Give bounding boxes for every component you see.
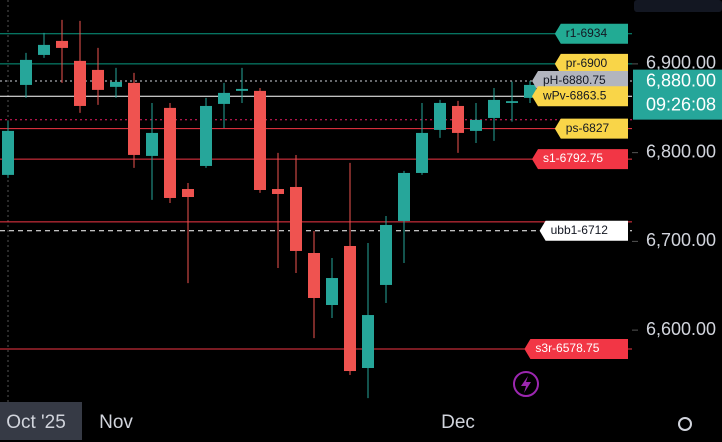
- level-label-box: [524, 338, 628, 359]
- level-label-box: [554, 53, 628, 74]
- candle-body: [452, 105, 464, 133]
- x-tick-label: Dec: [441, 412, 475, 433]
- candle-body: [128, 82, 140, 155]
- level-label-box: [554, 118, 628, 139]
- y-tick-label: 6,600.00: [646, 319, 716, 339]
- candle-body: [74, 60, 86, 106]
- candle-body: [344, 245, 356, 372]
- level-label: s1-6792.75: [543, 151, 603, 165]
- alert-icon[interactable]: [513, 371, 539, 397]
- level-label: pr-6900: [566, 56, 608, 70]
- candle-body: [200, 105, 212, 166]
- candle-body: [470, 119, 482, 131]
- candle-body: [56, 40, 68, 48]
- labels-layer: 6,900.00 6,800.00 6,700.00 6,600.00 r1-6934 p…: [524, 23, 722, 359]
- y-tick-label: 6,700.00: [646, 230, 716, 250]
- candle-body: [254, 90, 266, 190]
- y-tick-label: 6,800.00: [646, 141, 716, 161]
- level-label: ps-6827: [566, 121, 610, 135]
- candle-body: [290, 186, 302, 251]
- level-label: ubb1-6712: [551, 223, 609, 237]
- candle-body: [308, 253, 320, 298]
- alert-bolt: [521, 376, 531, 393]
- candle-body: [362, 315, 374, 369]
- level-label: pH-6880.75: [543, 73, 606, 87]
- candle-body: [110, 81, 122, 87]
- y-tick-label: 6,900.00: [646, 53, 716, 73]
- candle-body: [488, 99, 500, 118]
- level-label-box: [532, 70, 628, 91]
- candle-body: [416, 132, 428, 173]
- settings-icon[interactable]: [678, 417, 692, 431]
- last-price-box: [633, 69, 722, 120]
- last-price-label: 6,880.00: [646, 70, 716, 90]
- level-label-box: [554, 23, 628, 44]
- countdown: 09:26:08: [646, 94, 716, 114]
- candle-body: [182, 189, 194, 198]
- candle-body: [506, 101, 518, 103]
- candle-body: [20, 59, 32, 85]
- candle-body: [326, 278, 338, 306]
- crosshair-box: [0, 402, 82, 440]
- level-label-box: [539, 220, 628, 241]
- level-label: wPv-6863.5: [542, 88, 607, 102]
- candle-body: [2, 130, 14, 175]
- candle-body: [434, 102, 446, 130]
- candle-body: [38, 44, 50, 55]
- level-label: r1-6934: [566, 26, 608, 40]
- crosshair-label: Oct '25: [6, 412, 66, 433]
- candle-body: [236, 88, 248, 91]
- candle-body: [398, 172, 410, 221]
- candle-body: [146, 132, 158, 156]
- candle-body: [218, 92, 230, 104]
- x-tick-label: Nov: [99, 412, 133, 433]
- level-label-box: [532, 149, 628, 170]
- candles-layer: [2, 19, 536, 399]
- candle-body: [380, 224, 392, 285]
- level-label-box: [532, 86, 628, 107]
- level-label: s3r-6578.75: [535, 341, 599, 355]
- top-badge: [634, 0, 722, 12]
- candle-body: [92, 69, 104, 90]
- candle-body: [164, 107, 176, 198]
- candle-body: [272, 189, 284, 194]
